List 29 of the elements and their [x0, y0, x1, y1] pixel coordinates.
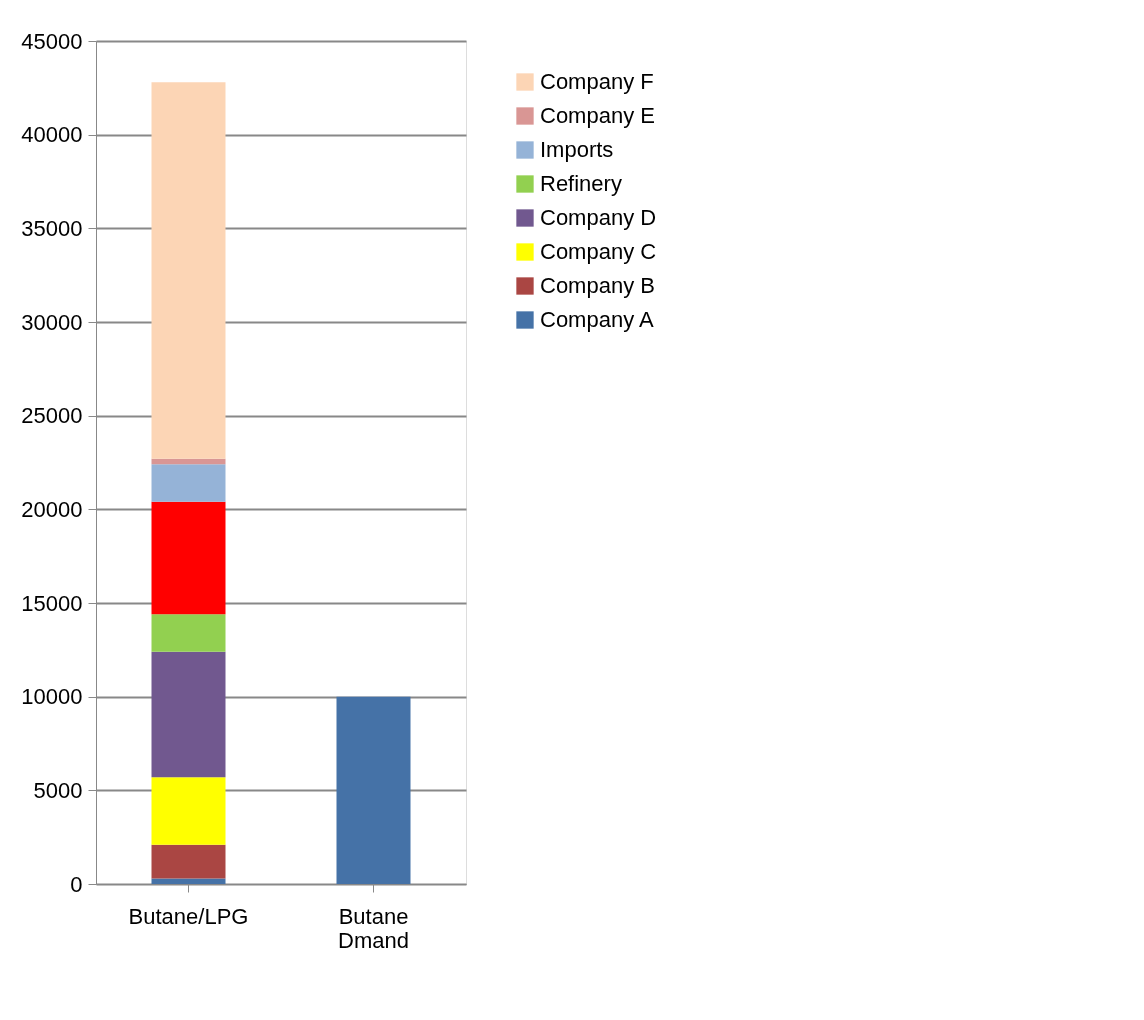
legend-label: Imports: [540, 137, 614, 162]
bar: [151, 82, 226, 459]
legend-label: Company A: [540, 307, 655, 332]
y-tick-label: 20000: [21, 496, 83, 522]
legend-label: Company F: [540, 69, 654, 94]
bar: [151, 651, 226, 778]
bar: [336, 696, 411, 884]
x-tick-label: Butane/LPG: [128, 903, 249, 929]
y-tick-label: 35000: [21, 215, 83, 241]
x-tick-label: Butane Dmand: [338, 903, 409, 953]
legend-label: Company B: [540, 273, 655, 298]
legend-label: Company E: [540, 103, 655, 128]
y-tick-label: 25000: [21, 403, 83, 429]
bar: [151, 464, 226, 502]
bar: [151, 777, 226, 845]
y-tick-label: 30000: [21, 309, 83, 335]
legend-label: Refinery: [540, 171, 622, 196]
y-tick-label: 5000: [33, 777, 83, 803]
y-tick-label: 10000: [21, 684, 83, 710]
legend-label: Company D: [540, 205, 657, 230]
bar: [151, 614, 226, 652]
y-tick-label: 0: [70, 871, 83, 897]
bar: [151, 878, 226, 884]
y-tick-label: 15000: [21, 590, 83, 616]
bar: [151, 844, 226, 879]
y-tick-label: 40000: [21, 122, 83, 148]
legend-label: Company C: [540, 239, 657, 264]
bar: [151, 501, 226, 615]
y-tick-label: 45000: [21, 28, 83, 54]
